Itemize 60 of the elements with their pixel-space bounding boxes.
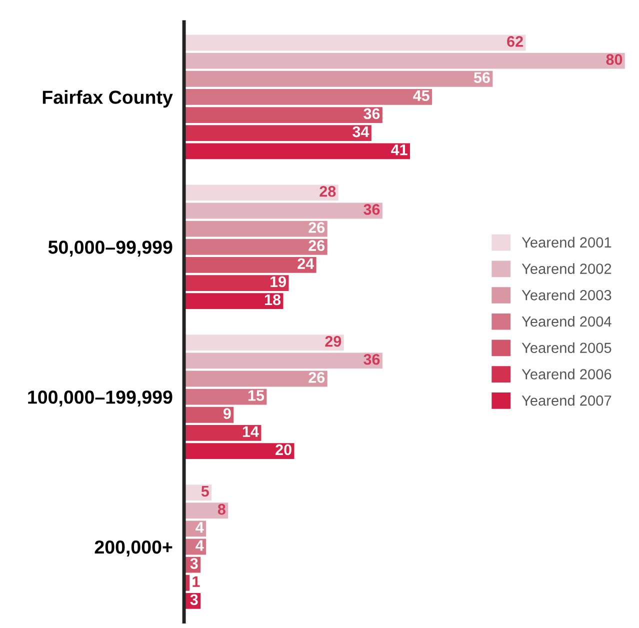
y-tick-label: Fairfax County xyxy=(42,90,173,108)
y-tick-label: 50,000–99,999 xyxy=(48,240,172,257)
data-label: 3 xyxy=(190,594,198,606)
legend-label: Yearend 2006 xyxy=(522,368,612,380)
data-label: 14 xyxy=(242,426,259,437)
y-tick-label: 100,000–199,999 xyxy=(28,390,172,407)
bar xyxy=(184,425,262,441)
bar xyxy=(184,125,372,142)
data-label: 34 xyxy=(352,126,370,138)
data-label: 3 xyxy=(190,558,198,569)
data-label: 18 xyxy=(265,294,281,306)
bar xyxy=(184,34,526,51)
legend-label: Yearend 2004 xyxy=(522,316,612,327)
data-label: 9 xyxy=(223,408,231,419)
bar xyxy=(184,293,284,310)
legend-label: Yearend 2007 xyxy=(522,395,612,406)
bar xyxy=(184,70,493,87)
data-label: 80 xyxy=(606,54,622,65)
bar xyxy=(184,334,344,351)
data-label: 4 xyxy=(196,522,204,533)
data-label: 41 xyxy=(391,144,408,156)
data-label: 29 xyxy=(325,336,342,347)
data-label: 1 xyxy=(192,576,200,587)
data-label: 62 xyxy=(507,36,523,47)
bar xyxy=(184,388,267,405)
bar xyxy=(184,406,234,423)
data-label: 36 xyxy=(364,354,380,365)
legend-label: Yearend 2001 xyxy=(522,236,612,248)
bar xyxy=(184,370,328,387)
bar xyxy=(184,52,625,69)
data-label: 36 xyxy=(364,204,380,215)
y-tick-label: 200,000+ xyxy=(94,540,172,556)
data-label: 20 xyxy=(276,444,292,456)
legend-label: Yearend 2003 xyxy=(522,290,612,300)
data-label: 28 xyxy=(320,186,336,197)
bar xyxy=(184,257,316,273)
bar xyxy=(184,202,382,219)
data-label: 45 xyxy=(413,90,430,102)
bar xyxy=(184,352,382,369)
bar xyxy=(184,220,328,237)
bar xyxy=(184,184,338,201)
bar xyxy=(184,275,289,291)
data-label: 26 xyxy=(308,240,325,251)
data-label: 36 xyxy=(364,108,380,120)
data-label: 8 xyxy=(218,504,226,515)
bar xyxy=(184,89,432,105)
data-label: 24 xyxy=(298,258,314,269)
data-label: 5 xyxy=(201,486,209,497)
bar xyxy=(184,238,328,255)
data-label: 15 xyxy=(248,390,264,401)
legend-label: Yearend 2002 xyxy=(522,263,612,274)
legend-label: Yearend 2005 xyxy=(522,342,612,354)
bar xyxy=(184,143,410,160)
data-label: 19 xyxy=(270,276,286,288)
data-label: 56 xyxy=(474,72,490,83)
data-label: 26 xyxy=(308,372,325,383)
bar xyxy=(184,107,382,123)
data-label: 26 xyxy=(308,222,325,233)
bar xyxy=(184,443,294,459)
data-label: 4 xyxy=(196,540,204,551)
